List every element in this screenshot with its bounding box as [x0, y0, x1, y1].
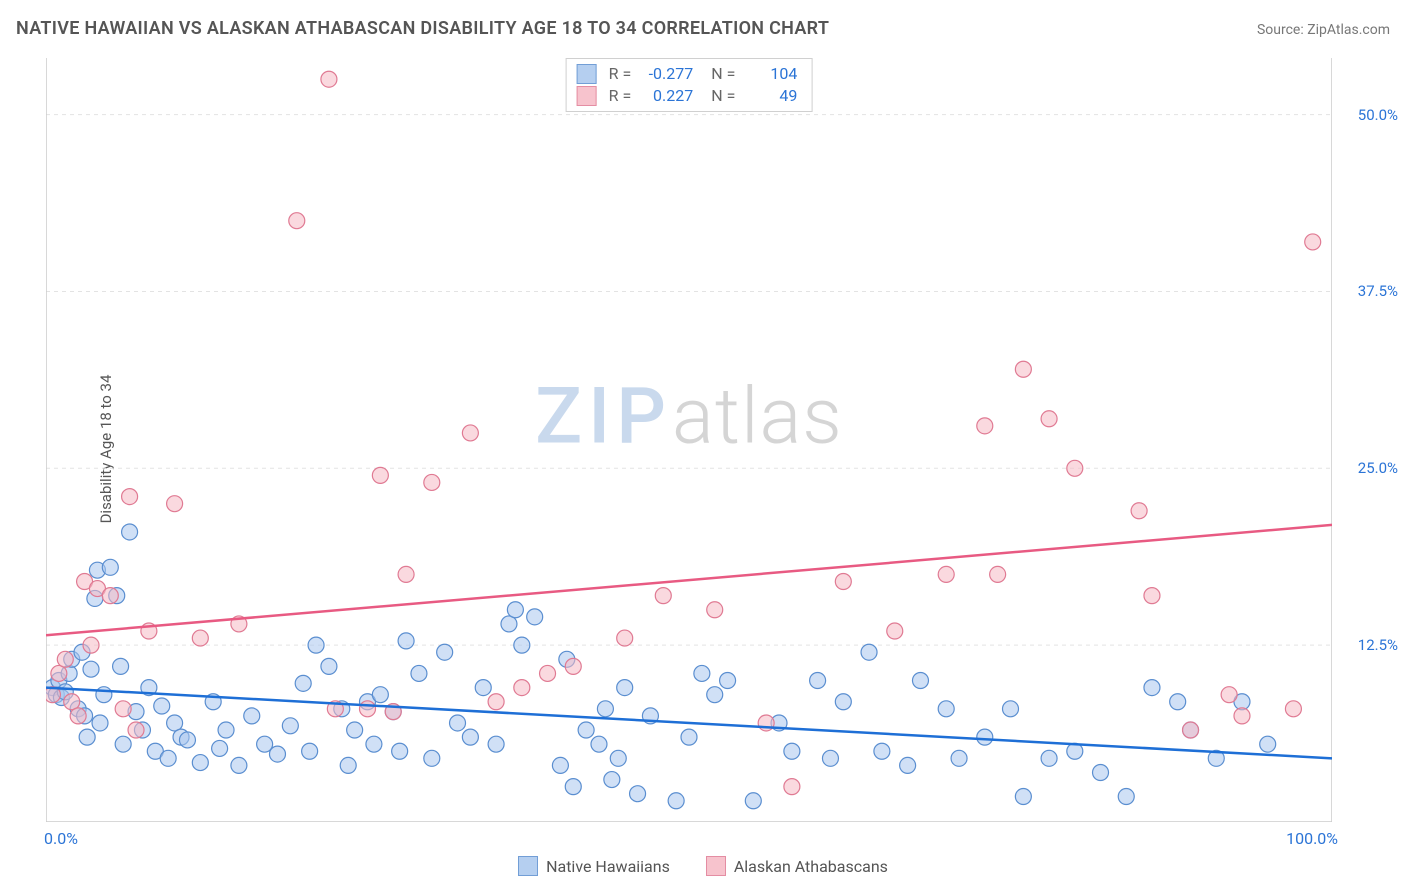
- legend-label: Native Hawaiians: [546, 857, 670, 876]
- chart-title: NATIVE HAWAIIAN VS ALASKAN ATHABASCAN DI…: [16, 18, 829, 39]
- legend-label: Alaskan Athabascans: [734, 857, 888, 876]
- series-legend: Native Hawaiians Alaskan Athabascans: [0, 856, 1406, 876]
- swatch-athabascans-icon: [706, 856, 726, 876]
- swatch-hawaiians-icon: [518, 856, 538, 876]
- stats-legend: R = -0.277 N = 104 R = 0.227 N = 49: [566, 58, 813, 112]
- x-axis-min-label: 0.0%: [44, 829, 78, 848]
- y-tick-label: 37.5%: [1342, 282, 1398, 300]
- x-axis-max-label: 100.0%: [1286, 829, 1338, 848]
- legend-item-hawaiians: Native Hawaiians: [518, 856, 670, 876]
- stats-row-hawaiians: R = -0.277 N = 104: [577, 63, 798, 85]
- chart-source: Source: ZipAtlas.com: [1257, 22, 1390, 38]
- legend-item-athabascans: Alaskan Athabascans: [706, 856, 888, 876]
- y-tick-label: 25.0%: [1342, 459, 1398, 477]
- swatch-hawaiians: [577, 64, 597, 84]
- y-tick-label: 12.5%: [1342, 636, 1398, 654]
- plot-area: Disability Age 18 to 34 ZIPatlas R = -0.…: [46, 58, 1332, 822]
- scatter-chart: [46, 58, 1332, 822]
- swatch-athabascans: [577, 86, 597, 106]
- stats-row-athabascans: R = 0.227 N = 49: [577, 85, 798, 107]
- y-tick-label: 50.0%: [1342, 106, 1398, 124]
